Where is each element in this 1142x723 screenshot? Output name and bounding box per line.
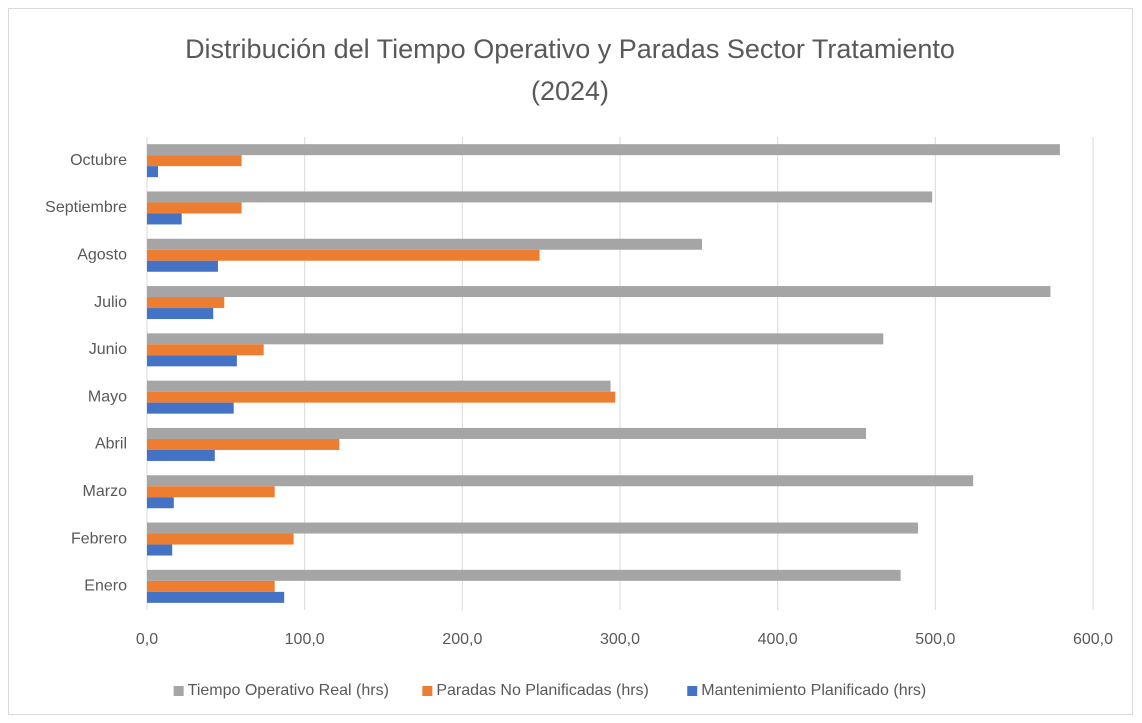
y-tick-label: Junio	[89, 341, 127, 358]
bar	[147, 449, 215, 461]
legend-swatch	[173, 686, 184, 696]
x-tick-label: 100,0	[285, 631, 325, 648]
x-tick-label: 400,0	[758, 631, 798, 648]
x-tick-label: 0,0	[136, 631, 158, 648]
bar	[147, 486, 275, 498]
x-tick-label: 300,0	[600, 631, 640, 648]
bar	[147, 402, 234, 414]
bar	[147, 580, 275, 592]
legend-label: Mantenimiento Planificado (hrs)	[701, 682, 926, 699]
x-tick-label: 200,0	[442, 631, 482, 648]
chart-title: Distribución del Tiempo Operativo y Para…	[185, 34, 955, 106]
legend-swatch	[687, 686, 698, 696]
bar	[147, 155, 242, 167]
bar	[147, 308, 214, 320]
legend-swatch	[422, 686, 433, 696]
bar	[147, 297, 225, 309]
bar	[147, 344, 264, 356]
bar	[147, 533, 294, 545]
bar	[147, 355, 237, 367]
y-tick-label: Septiembre	[45, 199, 127, 216]
bar	[147, 591, 285, 603]
bar	[147, 497, 174, 509]
x-tick-label: 600,0	[1073, 631, 1113, 648]
bar	[147, 213, 182, 225]
bar	[147, 286, 1051, 298]
y-tick-label: Octubre	[70, 152, 127, 169]
y-tick-label: Abril	[95, 436, 127, 453]
y-tick-label: Marzo	[83, 483, 128, 500]
legend-label: Tiempo Operativo Real (hrs)	[188, 682, 389, 699]
y-tick-label: Julio	[94, 294, 127, 311]
bar	[147, 391, 616, 403]
bar	[147, 202, 242, 214]
bar	[147, 569, 901, 581]
bar	[147, 191, 933, 203]
bar	[147, 144, 1060, 156]
y-tick-label: Enero	[84, 578, 127, 595]
bar	[147, 260, 218, 272]
bar	[147, 544, 173, 556]
y-tick-label: Mayo	[88, 388, 127, 405]
bar	[147, 427, 866, 439]
bar	[147, 438, 340, 450]
bar	[147, 380, 611, 392]
bar	[147, 475, 974, 487]
y-tick-label: Agosto	[77, 246, 127, 263]
x-tick-label: 500,0	[915, 631, 955, 648]
bar	[147, 333, 884, 345]
chart-frame	[8, 8, 1133, 715]
bar	[147, 166, 159, 178]
legend-label: Paradas No Planificadas (hrs)	[436, 682, 649, 699]
bar	[147, 249, 540, 261]
bar	[147, 238, 702, 250]
y-tick-label: Febrero	[71, 530, 127, 547]
bar	[147, 522, 918, 534]
